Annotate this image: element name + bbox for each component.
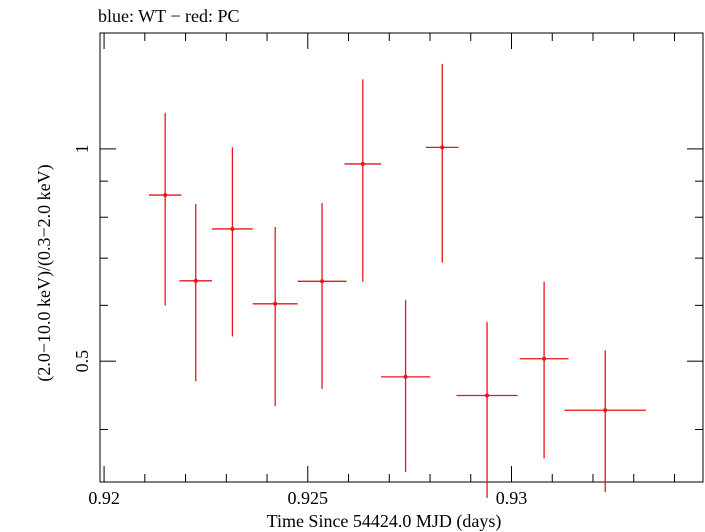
data-marker — [542, 356, 547, 361]
data-marker — [320, 279, 325, 284]
data-marker — [193, 278, 198, 283]
x-tick-label: 0.925 — [288, 488, 329, 508]
data-point — [564, 350, 646, 493]
data-marker — [403, 374, 408, 379]
data-marker — [360, 161, 365, 166]
data-marker — [230, 226, 235, 231]
data-points — [148, 63, 646, 498]
data-point — [252, 226, 298, 406]
axis-tick-labels: 0.92 0.925 0.93 0.5 1 — [72, 144, 527, 508]
data-marker — [603, 408, 608, 413]
y-tick-label: 0.5 — [72, 350, 92, 373]
x-tick-label: 0.93 — [496, 488, 528, 508]
chart-title: blue: WT − red: PC — [98, 6, 239, 26]
data-point — [212, 147, 253, 337]
data-point — [381, 300, 431, 473]
data-marker — [485, 393, 490, 398]
data-point — [179, 204, 213, 382]
y-tick-label: 1 — [72, 144, 92, 153]
data-point — [519, 281, 569, 459]
plot-frame — [99, 32, 704, 483]
data-point — [425, 63, 459, 263]
data-point — [297, 203, 347, 389]
data-marker — [163, 193, 168, 198]
x-tick-label: 0.92 — [88, 488, 120, 508]
x-axis-label: Time Since 54424.0 MJD (days) — [267, 511, 502, 532]
data-point — [456, 322, 518, 498]
data-point — [344, 79, 382, 282]
data-marker — [440, 145, 445, 150]
data-marker — [273, 301, 278, 306]
data-point — [148, 112, 182, 306]
axis-ticks — [100, 33, 703, 482]
y-axis-label: (2.0−10.0 keV)/(0.3−2.0 keV) — [34, 164, 55, 381]
